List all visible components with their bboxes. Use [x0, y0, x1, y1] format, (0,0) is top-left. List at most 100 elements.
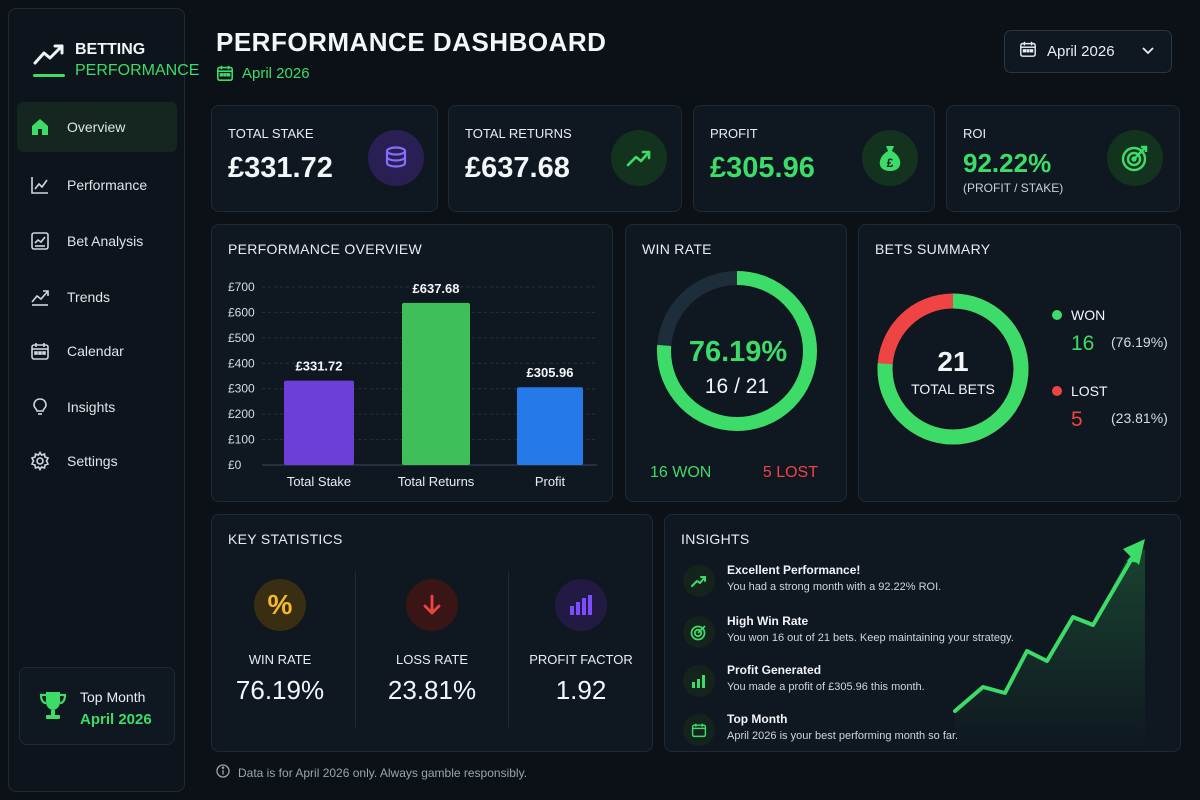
insight-desc: April 2026 is your best performing month… [727, 730, 959, 742]
stat-value: 1.92 [555, 675, 607, 705]
bets-summary-card: BETS SUMMARY 21 TOTAL BETS WON 16 (76.19… [858, 224, 1181, 502]
kpi-label: TOTAL STAKE [228, 126, 314, 141]
sidebar-item-performance[interactable]: Performance [17, 160, 177, 210]
lost-legend-dot [1052, 386, 1062, 396]
y-tick-label: £200 [228, 407, 255, 421]
calendar-icon [683, 714, 715, 746]
svg-text:£: £ [887, 156, 894, 170]
won-count: 16 [1071, 332, 1094, 355]
section-title: INSIGHTS [681, 531, 750, 547]
section-title: KEY STATISTICS [228, 531, 343, 547]
insight-desc: You had a strong month with a 92.22% ROI… [727, 581, 942, 593]
calendar-icon [1019, 40, 1037, 63]
sidebar-item-trends[interactable]: Trends [17, 272, 177, 322]
stat-profit-factor: PROFIT FACTOR 1.92 [515, 569, 655, 739]
section-title: WIN RATE [642, 241, 712, 257]
stat-divider [355, 571, 356, 727]
win-rate-won-label: 16 WON [650, 464, 711, 481]
insights-card: INSIGHTS Excellent Performance! You had … [664, 514, 1181, 752]
page-date: April 2026 [242, 65, 310, 82]
arrow-down-icon [406, 579, 458, 631]
kpi-value: £637.68 [465, 152, 570, 184]
chevron-down-icon [1141, 43, 1155, 61]
growth-arrow-graphic [953, 539, 1145, 751]
target-icon [1107, 130, 1163, 186]
money-bag-icon: £ [862, 130, 918, 186]
bar-data-label: £331.72 [296, 359, 343, 374]
win-rate-arc [657, 271, 817, 431]
kpi-card-total-returns: TOTAL RETURNS £637.68 [448, 105, 682, 212]
sidebar-item-label: Settings [67, 453, 118, 469]
sidebar-item-settings[interactable]: Settings [17, 436, 177, 486]
sidebar-item-bet-analysis[interactable]: Bet Analysis [17, 216, 177, 266]
y-tick-label: £700 [228, 280, 255, 294]
trend-logo-icon [33, 44, 64, 65]
home-icon [29, 116, 51, 138]
sidebar-item-insights[interactable]: Insights [17, 382, 177, 432]
won-legend-dot [1052, 310, 1062, 320]
brand-subtitle: PERFORMANCE [75, 62, 200, 79]
stat-win-rate: % WIN RATE 76.19% [214, 569, 354, 739]
info-icon [216, 764, 230, 781]
insight-title: High Win Rate [727, 614, 809, 628]
won-percent: (76.19%) [1111, 334, 1168, 350]
x-category-label: Profit [535, 474, 566, 489]
insight-item: Top Month April 2026 is your best perfor… [683, 712, 1023, 751]
sidebar-item-label: Calendar [67, 343, 124, 359]
insight-title: Top Month [727, 712, 788, 726]
performance-overview-card: PERFORMANCE OVERVIEW £0 £100 £200 £300 £400 £… [211, 224, 613, 502]
bar-chart-icon [683, 665, 715, 697]
bar-chart-icon [555, 579, 607, 631]
trends-icon [29, 286, 51, 308]
bar-profit[interactable] [517, 387, 583, 465]
sidebar-item-label: Trends [67, 289, 111, 305]
insight-item: Profit Generated You made a profit of £3… [683, 663, 1023, 707]
month-select[interactable]: April 2026 [1004, 30, 1172, 73]
bets-total-label: TOTAL BETS [911, 381, 995, 397]
y-tick-label: £100 [228, 433, 255, 447]
kpi-value: £305.96 [710, 152, 815, 184]
kpi-value: 92.22% [963, 148, 1052, 178]
x-category-label: Total Stake [287, 474, 351, 489]
bar-total-stake[interactable] [284, 380, 354, 465]
lost-count: 5 [1071, 408, 1083, 431]
insight-item: Excellent Performance! You had a strong … [683, 563, 1023, 607]
analysis-icon [29, 230, 51, 252]
top-month-label: Top Month [80, 689, 146, 705]
kpi-label: ROI [963, 126, 987, 141]
y-tick-label: £0 [228, 458, 242, 472]
sidebar-item-label: Overview [67, 119, 126, 135]
won-legend-label: WON [1071, 307, 1105, 323]
y-tick-label: £600 [228, 305, 255, 319]
kpi-card-total-stake: TOTAL STAKE £331.72 [211, 105, 438, 212]
gear-icon [29, 450, 51, 472]
performance-bar-chart: £0 £100 £200 £300 £400 £500 £600 £700 £331.72 Tot… [228, 280, 597, 489]
kpi-card-profit: PROFIT £305.96 £ [693, 105, 935, 212]
win-rate-fraction: 16 / 21 [705, 375, 769, 398]
bar-total-returns[interactable] [402, 302, 470, 465]
lightbulb-icon [29, 396, 51, 418]
win-rate-donut: 76.19% 16 / 21 16 WON 5 LOST [650, 271, 818, 481]
trend-up-icon [611, 130, 667, 186]
lost-percent: (23.81%) [1111, 410, 1168, 426]
trophy-icon [38, 690, 68, 727]
stat-label: PROFIT FACTOR [529, 652, 633, 667]
stat-divider [508, 571, 509, 727]
win-rate-card: WIN RATE 76.19% 16 / 21 16 WON 5 LOST [625, 224, 847, 502]
x-category-label: Total Returns [398, 474, 475, 489]
insight-item: High Win Rate You won 16 out of 21 bets.… [683, 614, 1023, 658]
coins-icon [368, 130, 424, 186]
lost-legend-label: LOST [1071, 383, 1108, 399]
line-chart-icon [29, 174, 51, 196]
bets-won-arc [877, 293, 1029, 445]
page-title: PERFORMANCE DASHBOARD [216, 27, 607, 57]
sidebar-item-overview[interactable]: Overview [17, 102, 177, 152]
sidebar-item-calendar[interactable]: Calendar [17, 326, 177, 376]
sidebar-item-label: Performance [67, 177, 148, 193]
sidebar-item-label: Insights [67, 399, 116, 415]
trend-up-icon [683, 565, 715, 597]
stat-loss-rate: LOSS RATE 23.81% [366, 569, 506, 739]
kpi-sub: (PROFIT / STAKE) [963, 181, 1064, 195]
kpi-label: PROFIT [710, 126, 758, 141]
brand-title: BETTING [75, 41, 146, 58]
